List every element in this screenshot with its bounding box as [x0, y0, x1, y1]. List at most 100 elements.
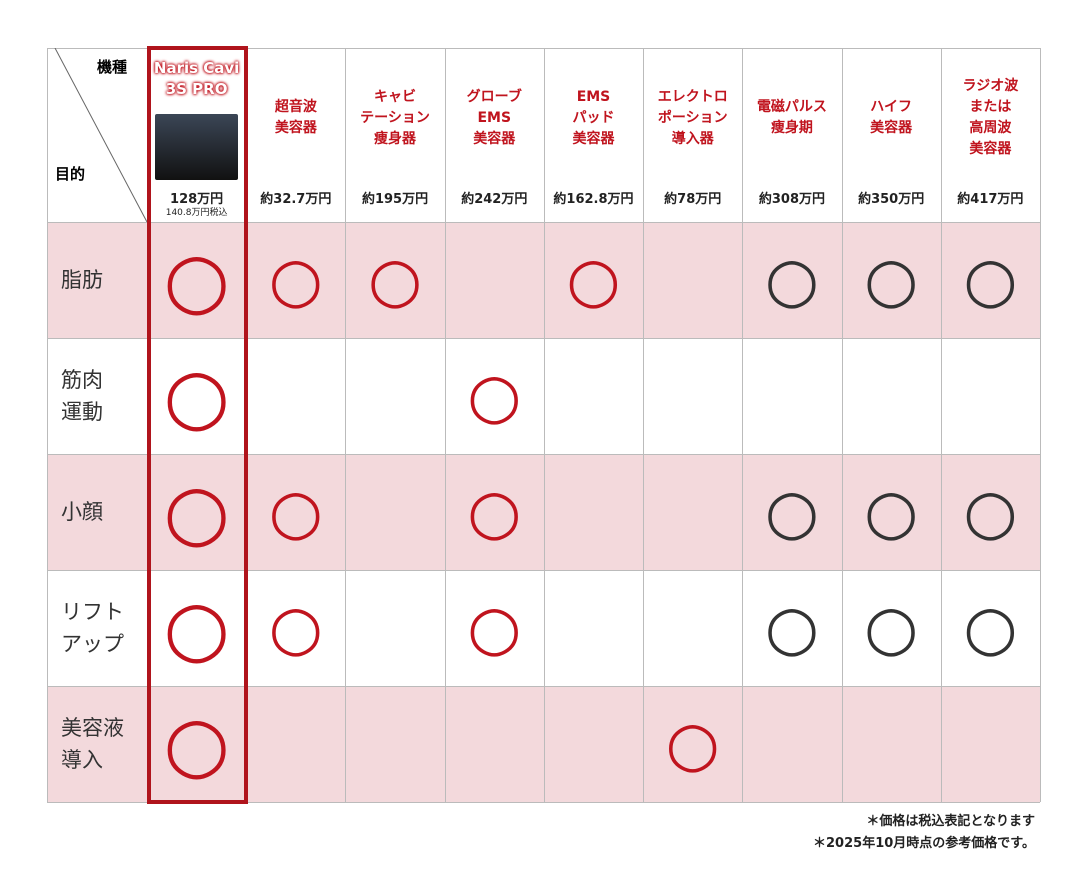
price: 128万円: [170, 192, 224, 207]
mark: ○: [764, 243, 819, 316]
name-line: 3S PRO: [165, 80, 228, 98]
label-line: 筋肉: [61, 368, 103, 392]
label-line: 運動: [61, 400, 103, 424]
label-line: 脂肪: [61, 268, 103, 292]
h-line: [47, 338, 1040, 339]
row-bg: [47, 570, 1040, 686]
name-line: グローブ: [466, 88, 522, 105]
v-line: [47, 48, 48, 802]
column-header: 超音波 美容器: [246, 58, 345, 178]
column-header: EMS パッド美容器: [544, 58, 643, 178]
name-line: パッド: [572, 109, 615, 126]
row-bg: [47, 338, 1040, 454]
name-line: 美容器: [274, 120, 317, 136]
name-line: EMS: [576, 88, 611, 105]
corner-bottom: 目的: [55, 165, 86, 183]
column-header: エレクトロポーション導入器: [643, 58, 742, 178]
v-line: [444, 48, 446, 802]
name-line: 超音波: [274, 99, 317, 115]
row-bg: [47, 454, 1040, 570]
column-header: ラジオ波 または 高周波 美容器: [941, 58, 1040, 178]
name-line: ハイフ: [870, 99, 913, 115]
mark: ○: [665, 707, 720, 780]
row-label: リフト アップ: [47, 570, 147, 686]
highlight-frame: [147, 46, 249, 804]
name-line: 美容器: [969, 141, 1012, 157]
column-header: グローブ EMS 美容器: [445, 58, 544, 178]
mark: ○: [864, 243, 919, 316]
diagonal: [54, 48, 147, 222]
mark: ○: [467, 475, 522, 548]
label-line: 小顔: [61, 500, 103, 524]
mark: ○: [963, 591, 1018, 664]
v-line: [742, 48, 744, 802]
mark: ○: [864, 591, 919, 664]
h-line: [47, 686, 1040, 687]
column-header: キャビテーション痩身器: [345, 58, 444, 178]
name-line: 電磁パルス: [756, 99, 827, 115]
name-line: または: [969, 99, 1012, 115]
h-line: [47, 454, 1040, 455]
v-line: [940, 48, 942, 802]
name-line: 痩身器: [374, 130, 417, 147]
price: 約308万円: [758, 192, 825, 207]
name-line: キャビ: [374, 88, 417, 105]
mark: ○: [963, 475, 1018, 548]
v-line: [841, 48, 843, 802]
mark: ○: [163, 467, 230, 556]
label-line: リフト: [61, 600, 124, 624]
label-line: 導入: [61, 748, 103, 772]
h-line: [47, 570, 1040, 571]
h-line: [47, 222, 1040, 223]
product-image: [155, 114, 239, 180]
footnote: ＊2025年10月時点の参考価格です。: [813, 836, 1035, 851]
v-line: [345, 48, 347, 802]
mark: ○: [268, 591, 323, 664]
mark: ○: [963, 243, 1018, 316]
mark: ○: [163, 351, 230, 440]
row-label: 小顔: [47, 454, 147, 570]
corner-diagonal: [54, 48, 147, 222]
name-line: 痩身期: [770, 120, 813, 136]
mark: ○: [163, 235, 230, 324]
price: 約78万円: [664, 192, 722, 207]
v-line: [643, 48, 645, 802]
v-line: [1040, 48, 1041, 802]
mark: ○: [268, 475, 323, 548]
row-label: 筋肉 運動: [47, 338, 147, 454]
label-line: 美容液: [61, 716, 124, 740]
h-line: [47, 802, 1040, 803]
name-line: 導入器: [671, 130, 714, 147]
product-name: Naris Cavi 3S PRO: [147, 58, 246, 100]
mark: ○: [467, 359, 522, 432]
corner-top: 機種: [97, 58, 128, 76]
mark: ○: [467, 591, 522, 664]
price-note: 140.8万円税込: [165, 208, 228, 218]
name-line: ポーション: [657, 109, 728, 126]
name-line: エレクトロ: [657, 88, 728, 105]
mark: ○: [566, 243, 621, 316]
price: 約350万円: [858, 192, 925, 207]
price: 約242万円: [461, 192, 528, 207]
mark: ○: [163, 699, 230, 788]
name-line: 美容器: [473, 130, 516, 147]
name-line: Naris Cavi: [153, 59, 240, 77]
name-line: ラジオ波: [962, 78, 1019, 94]
mark: ○: [367, 243, 423, 316]
price: 約195万円: [361, 192, 429, 207]
name-line: 美容器: [870, 120, 913, 136]
column-header: 電磁パルス 痩身期: [742, 58, 841, 178]
v-line: [543, 48, 545, 802]
column-header: ハイフ 美容器: [842, 58, 941, 178]
row-bg: [47, 222, 1040, 338]
h-line: [47, 48, 1040, 49]
name-line: テーション: [360, 109, 430, 126]
mark: ○: [268, 243, 323, 316]
mark: ○: [864, 475, 919, 548]
label-line: アップ: [61, 632, 124, 656]
mark: ○: [163, 583, 230, 672]
footnote: ＊価格は税込表記となります: [866, 814, 1035, 829]
name-line: 美容器: [572, 130, 615, 147]
row-label: 脂肪: [47, 222, 147, 338]
